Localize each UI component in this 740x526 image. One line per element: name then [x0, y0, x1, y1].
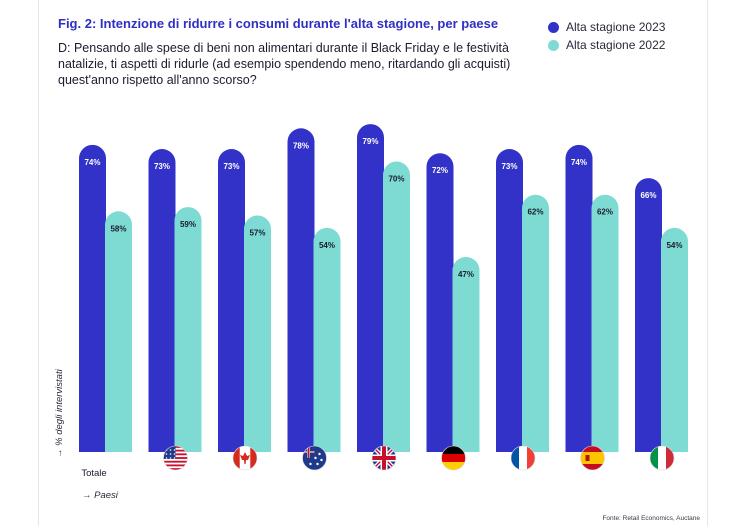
data-label: 78% [293, 141, 309, 150]
x-axis-label: → Paesi [82, 490, 118, 501]
bar-2023-es-flag [565, 144, 593, 452]
bar-2022-uk-flag [383, 161, 410, 452]
ca-flag-icon [232, 445, 258, 471]
bar-2022-de-flag [452, 256, 480, 452]
data-label: 73% [501, 162, 517, 171]
legend-item-2023: Alta stagione 2023 [548, 18, 665, 36]
bar-2022-au-flag [313, 227, 341, 452]
data-label: 62% [597, 208, 613, 217]
bar-2023-ca-flag [218, 149, 245, 453]
bar-2022-us-flag [174, 207, 202, 452]
y-axis-label-text: % degli intervistati [54, 369, 65, 446]
data-label: 62% [527, 208, 543, 217]
legend-label-2022: Alta stagione 2022 [566, 38, 666, 52]
legend-label-2023: Alta stagione 2023 [566, 20, 666, 34]
uk-flag-icon [371, 445, 397, 471]
us-flag-icon [163, 445, 188, 471]
data-label: 74% [84, 158, 100, 167]
data-label: 74% [571, 158, 587, 167]
bar-2022-es-flag [591, 194, 619, 452]
data-label: 54% [666, 241, 682, 250]
es-flag-icon [580, 445, 605, 471]
data-label: 73% [154, 162, 170, 171]
chart-title: Fig. 2: Intenzione di ridurre i consumi … [58, 16, 499, 31]
legend-item-2022: Alta stagione 2022 [548, 36, 665, 54]
data-label: 70% [388, 175, 404, 184]
chart-frame [38, 0, 708, 526]
bar-2022-it-flag [661, 227, 688, 452]
data-label: 72% [432, 166, 448, 175]
source-note: Fonte: Retail Economics, Auctane [602, 515, 700, 522]
y-axis-label: → % degli intervistati [54, 369, 65, 458]
data-label: 66% [640, 191, 656, 200]
data-label: 57% [249, 228, 265, 237]
bar-2023-fr-flag [496, 149, 523, 453]
bar-2023-us-flag [148, 149, 176, 453]
legend-swatch-2022 [548, 39, 559, 51]
bar-2023-it-flag [635, 178, 662, 452]
bar-2023-Totale [79, 144, 106, 452]
bar-2022-ca-flag [244, 215, 271, 452]
chart-subtitle: D: Pensando alle spese di beni non alime… [58, 41, 511, 87]
fr-flag-icon [510, 445, 536, 471]
bar-2023-uk-flag [357, 124, 384, 452]
bar-2022-fr-flag [522, 194, 549, 452]
legend-swatch-2023 [548, 21, 559, 33]
bar-2023-de-flag [426, 153, 454, 452]
category-label: Totale [81, 468, 106, 479]
it-flag-icon [649, 445, 675, 471]
legend: Alta stagione 2023 Alta stagione 2022 [548, 18, 665, 54]
data-label: 47% [458, 270, 474, 279]
x-axis-label-text: Paesi [94, 490, 118, 501]
bar-2022-Totale [105, 211, 132, 452]
de-flag-icon [441, 445, 466, 471]
data-label: 58% [110, 224, 126, 233]
au-flag-icon [302, 445, 327, 471]
bar-2023-au-flag [287, 128, 315, 453]
data-label: 59% [180, 220, 196, 229]
data-label: 73% [223, 162, 239, 171]
data-label: 54% [319, 241, 335, 250]
data-label: 79% [362, 137, 378, 146]
